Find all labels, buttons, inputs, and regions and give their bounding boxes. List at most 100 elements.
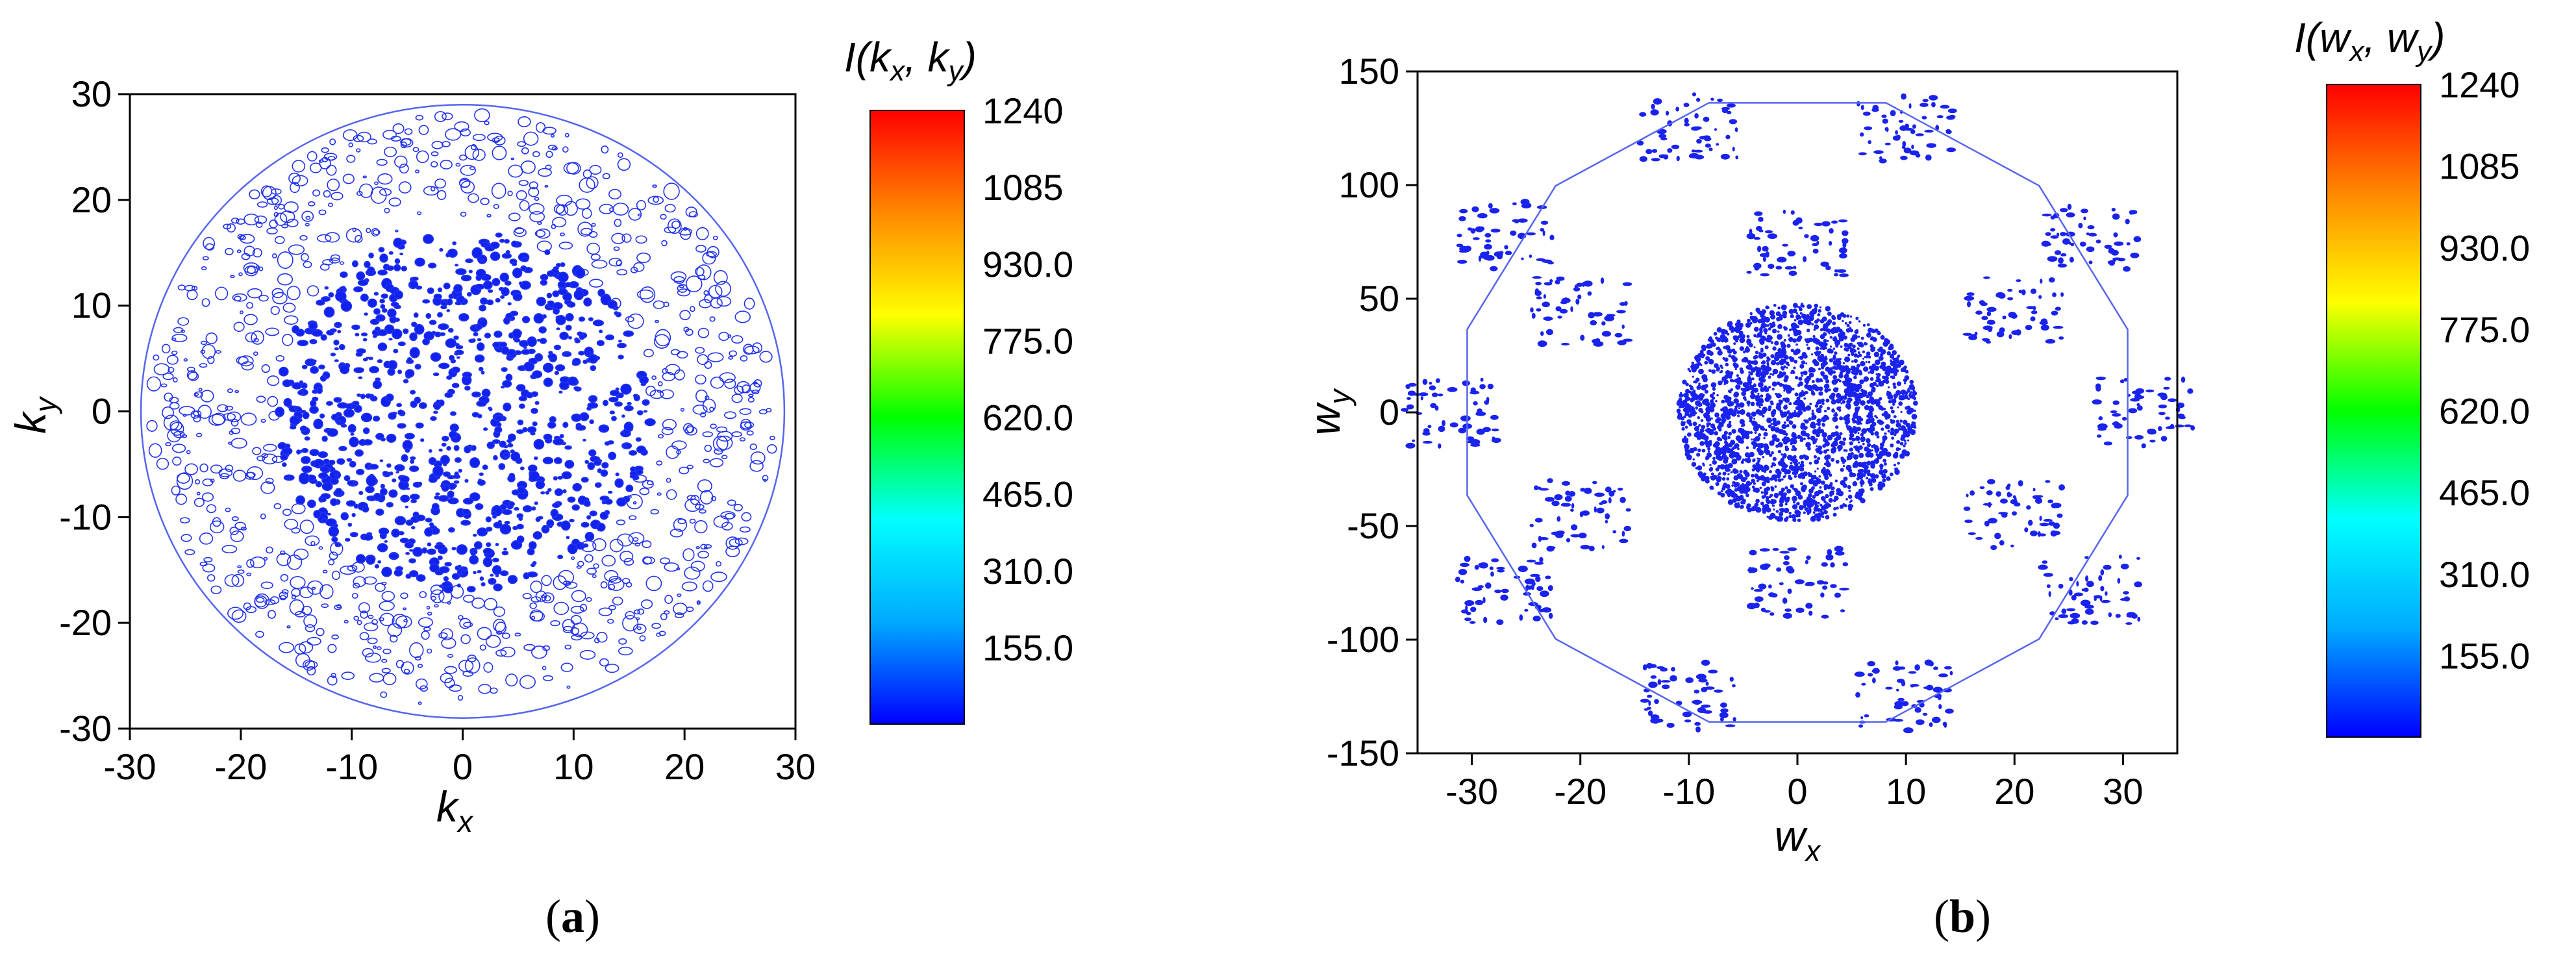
data-point	[1703, 710, 1712, 714]
data-point	[493, 618, 506, 633]
data-point	[403, 668, 410, 674]
data-point	[540, 491, 545, 495]
data-point	[1806, 500, 1809, 503]
data-point	[1801, 488, 1806, 493]
data-point	[1848, 397, 1853, 402]
data-point	[1938, 673, 1948, 678]
data-point	[479, 576, 484, 581]
data-point	[1775, 311, 1781, 317]
data-point	[1546, 545, 1555, 552]
data-point	[1692, 458, 1695, 461]
data-point	[1810, 390, 1814, 394]
data-point	[1914, 707, 1921, 713]
data-point	[328, 525, 340, 537]
data-point	[1729, 677, 1734, 682]
data-point	[273, 205, 279, 210]
data-point	[2042, 242, 2052, 247]
data-point	[368, 614, 374, 620]
data-point	[1831, 220, 1838, 224]
data-point	[1691, 361, 1694, 365]
data-point	[1827, 407, 1831, 410]
data-point	[232, 470, 247, 482]
data-point	[1900, 389, 1907, 395]
data-point	[296, 449, 301, 455]
data-point	[1524, 578, 1535, 584]
data-point	[1818, 351, 1821, 355]
data-point	[358, 376, 363, 379]
data-point	[1866, 472, 1871, 477]
data-point	[462, 508, 471, 516]
data-point	[414, 323, 425, 335]
panel-caption-a: (a)	[545, 890, 600, 942]
data-point	[1905, 422, 1911, 428]
data-point	[578, 316, 586, 322]
data-point	[2087, 225, 2095, 230]
data-point	[261, 453, 268, 458]
data-point	[303, 614, 318, 628]
data-point	[1779, 429, 1784, 434]
data-point	[1750, 401, 1755, 407]
data-point	[1886, 365, 1892, 371]
data-point	[518, 403, 525, 409]
data-point	[440, 484, 445, 488]
data-point	[347, 423, 356, 433]
data-point	[266, 227, 278, 235]
data-point	[534, 197, 540, 201]
data-point	[1829, 490, 1834, 496]
data-point	[1407, 404, 1414, 410]
data-point	[1769, 373, 1772, 376]
data-point	[1929, 660, 1934, 667]
data-point	[1755, 225, 1762, 231]
data-point	[1756, 335, 1759, 338]
data-point	[1868, 391, 1873, 397]
data-point	[1910, 385, 1916, 391]
data-point	[1879, 346, 1883, 351]
data-point	[1755, 499, 1760, 503]
data-point	[604, 441, 610, 446]
data-point	[1814, 222, 1823, 227]
data-point	[374, 181, 379, 186]
data-point	[1736, 410, 1741, 414]
data-point	[666, 445, 680, 459]
data-point	[1772, 368, 1779, 375]
data-point	[1757, 470, 1760, 473]
data-point	[1817, 422, 1821, 427]
data-point	[388, 197, 401, 207]
data-point	[1458, 427, 1467, 434]
data-point	[1801, 360, 1806, 365]
data-point	[627, 402, 632, 405]
data-point	[716, 296, 732, 307]
data-point	[671, 440, 687, 450]
data-point	[1860, 436, 1866, 442]
data-point	[494, 426, 503, 434]
data-point	[1868, 405, 1873, 411]
data-point	[431, 186, 436, 192]
data-point	[457, 695, 464, 701]
data-point	[519, 281, 531, 290]
data-point	[1820, 353, 1825, 358]
data-point	[1480, 377, 1484, 382]
data-point	[1840, 395, 1845, 399]
data-point	[1754, 267, 1760, 271]
data-point	[1748, 377, 1751, 381]
data-point	[1839, 588, 1849, 591]
data-point	[664, 226, 677, 234]
data-point	[1816, 428, 1822, 434]
data-point	[2067, 621, 2076, 625]
data-point	[1890, 110, 1896, 117]
data-point	[1797, 468, 1800, 471]
data-point	[534, 401, 540, 405]
data-point	[1703, 394, 1705, 397]
data-point	[1859, 480, 1865, 486]
data-point	[460, 634, 471, 644]
data-point	[453, 445, 460, 451]
data-point	[703, 458, 710, 464]
data-point	[520, 265, 527, 271]
data-point	[1540, 220, 1549, 225]
data-point	[721, 455, 728, 460]
data-point	[1756, 479, 1759, 482]
data-point	[1729, 420, 1732, 424]
data-point	[482, 557, 493, 568]
data-point	[1797, 319, 1804, 325]
data-point	[379, 253, 388, 263]
